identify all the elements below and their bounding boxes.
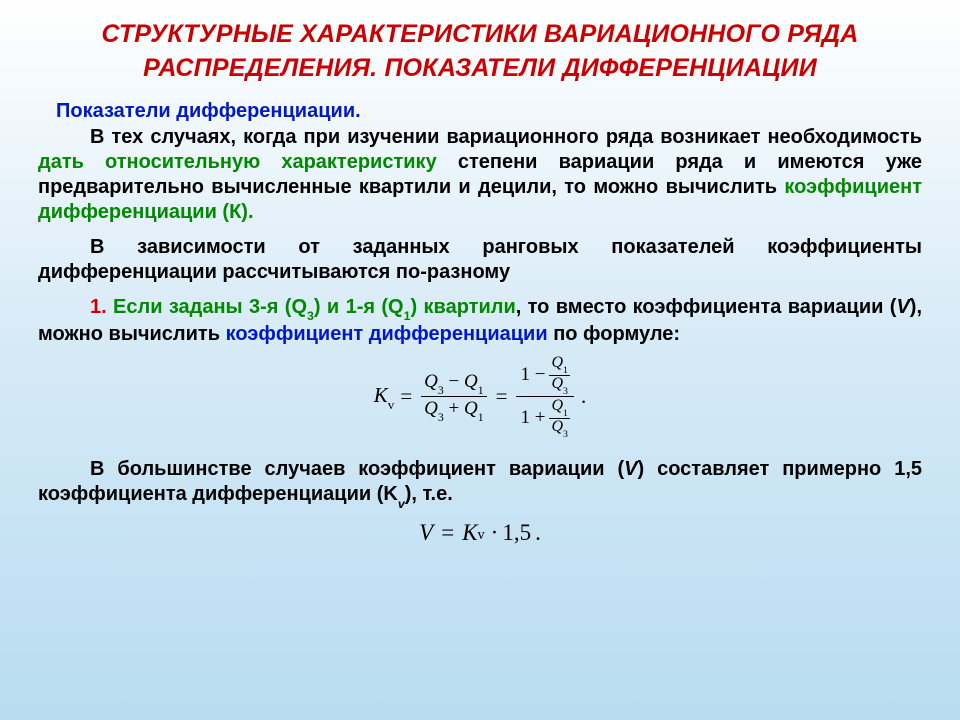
- f1-frac1-den: Q3 + Q1: [421, 396, 486, 422]
- f2-dot: ·: [491, 520, 499, 546]
- p3c-sub: 1: [404, 309, 411, 323]
- t: Q: [424, 371, 438, 392]
- paragraph-1: В тех случаях, когда при изучении вариац…: [38, 125, 922, 225]
- t: +: [449, 398, 460, 419]
- t: Q: [551, 375, 563, 392]
- f2-num: 1,5: [502, 520, 531, 546]
- f1-comp-top: 1 − Q1 Q3: [516, 354, 573, 396]
- t: Q: [551, 354, 563, 371]
- f1-eq1: =: [400, 384, 412, 409]
- f2-trail: .: [535, 520, 541, 546]
- t: Q: [551, 397, 563, 414]
- paragraph-3: 1. Если заданы 3-я (Q3) и 1-я (Q1) кварт…: [38, 295, 922, 348]
- f1-comp-bot: 1 + Q1 Q3: [516, 397, 573, 439]
- f1-frac1: Q3 − Q1 Q3 + Q1: [421, 371, 486, 423]
- p3-number: 1.: [90, 296, 107, 318]
- t: −: [449, 371, 460, 392]
- p3c: ) и 1-я (Q: [314, 296, 404, 318]
- f1-K-sub: v: [388, 397, 395, 412]
- p4-text-d: ), т.е.: [405, 483, 453, 505]
- p4-v: V: [624, 458, 637, 480]
- paragraph-4: В большинстве случаев коэффициент вариац…: [38, 457, 922, 510]
- t: 3: [438, 411, 444, 424]
- p3-var-v: V: [896, 296, 909, 318]
- slide-title: СТРУКТУРНЫЕ ХАРАКТЕРИСТИКИ ВАРИАЦИОННОГО…: [38, 18, 922, 86]
- f1-lhs: Kv: [374, 383, 395, 411]
- t: Q: [424, 398, 438, 419]
- p3-blue: коэффициент дифференциации: [226, 323, 548, 345]
- t: Q: [551, 418, 563, 435]
- t: 1: [478, 384, 484, 397]
- f1-frac1-num: Q3 − Q1: [421, 371, 486, 396]
- f2-eq: =: [441, 520, 454, 546]
- f1-minifrac-top: Q1 Q3: [549, 355, 570, 395]
- p4-sub: v: [398, 497, 405, 511]
- t: Q: [464, 371, 478, 392]
- p3d: ) квартили: [411, 296, 516, 318]
- p4-text-a: В большинстве случаев коэффициент вариац…: [90, 458, 624, 480]
- f2-K: K: [462, 520, 477, 546]
- t: 3: [563, 429, 568, 440]
- t: Q: [464, 398, 478, 419]
- t: 1: [478, 411, 484, 424]
- p3-text-i: по формуле:: [548, 323, 680, 345]
- t: 1 −: [520, 364, 545, 386]
- t: 1: [563, 408, 568, 419]
- p1-text-a: В тех случаях, когда при изучении вариац…: [90, 126, 922, 148]
- p3b: Если заданы 3-я (Q: [107, 296, 307, 318]
- p3-text-e: , то вместо коэффициента вариации (: [516, 296, 897, 318]
- section-subhead: Показатели дифференциации.: [56, 100, 922, 123]
- formula-1: Kv = Q3 − Q1 Q3 + Q1 = 1 − Q1 Q3 1 + Q1 …: [38, 354, 922, 439]
- f2-K-sub: v: [478, 527, 485, 544]
- f1-trail: .: [581, 384, 586, 409]
- paragraph-2: В зависимости от заданных ранговых показ…: [38, 235, 922, 285]
- formula-2: V = Kv · 1,5.: [38, 520, 922, 546]
- t: 3: [438, 384, 444, 397]
- p3b-sub: 3: [307, 309, 314, 323]
- t: 1: [563, 365, 568, 376]
- f1-eq2: =: [496, 384, 508, 409]
- f2-V: V: [419, 520, 433, 546]
- f1-compound: 1 − Q1 Q3 1 + Q1 Q3: [516, 354, 573, 439]
- f1-K: K: [374, 383, 388, 407]
- t: 1 +: [520, 407, 545, 429]
- p3-green-a: Если заданы 3-я (Q3) и 1-я (Q1) квартили: [107, 296, 516, 318]
- p1-highlight-green: дать относительную характеристику: [38, 151, 437, 173]
- f1-minifrac-bot: Q1 Q3: [549, 398, 570, 438]
- t: 3: [563, 386, 568, 397]
